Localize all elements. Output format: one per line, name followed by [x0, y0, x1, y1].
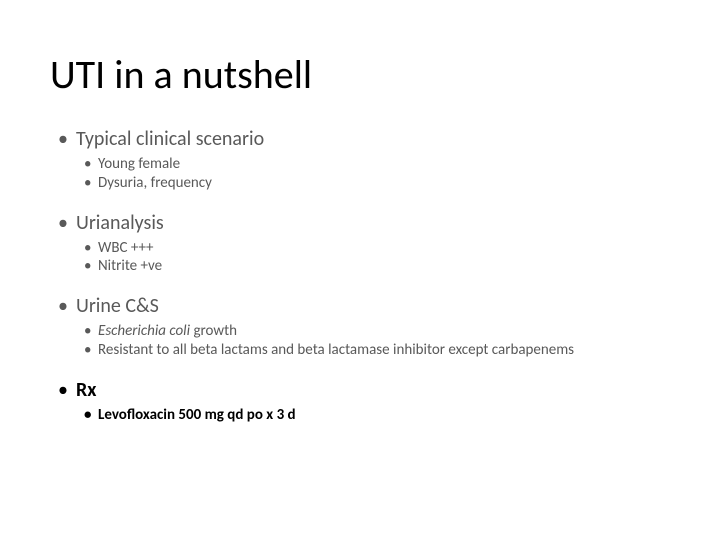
sub-list: Young femaleDysuria, frequency [58, 155, 670, 193]
sub-item: Levofloxacin 500 mg qd po x 3 d [84, 406, 670, 425]
sub-item: Escherichia coli growth [84, 322, 670, 341]
italic-text: Escherichia coli [98, 322, 190, 340]
sub-item: Dysuria, frequency [84, 174, 670, 193]
slide: UTI in a nutshell Typical clinical scena… [0, 0, 720, 540]
section-item: Urine C&S [58, 294, 670, 318]
sub-item: Resistant to all beta lactams and beta l… [84, 341, 670, 360]
sub-item-text: growth [190, 322, 237, 340]
section-item: Typical clinical scenario [58, 127, 670, 151]
section-item: Urianalysis [58, 211, 670, 235]
sub-list: Levofloxacin 500 mg qd po x 3 d [58, 406, 670, 425]
section-label: Rx [76, 378, 96, 402]
section-item: Rx [58, 378, 670, 402]
sub-item: WBC +++ [84, 239, 670, 258]
slide-title: UTI in a nutshell [50, 50, 670, 99]
bullet-list: Typical clinical scenario Young femaleDys… [50, 127, 670, 424]
sub-list: WBC +++Nitrite +ve [58, 239, 670, 277]
sub-item: Nitrite +ve [84, 257, 670, 276]
sub-item: Young female [84, 155, 670, 174]
sub-list: Escherichia coli growthResistant to all … [58, 322, 670, 360]
